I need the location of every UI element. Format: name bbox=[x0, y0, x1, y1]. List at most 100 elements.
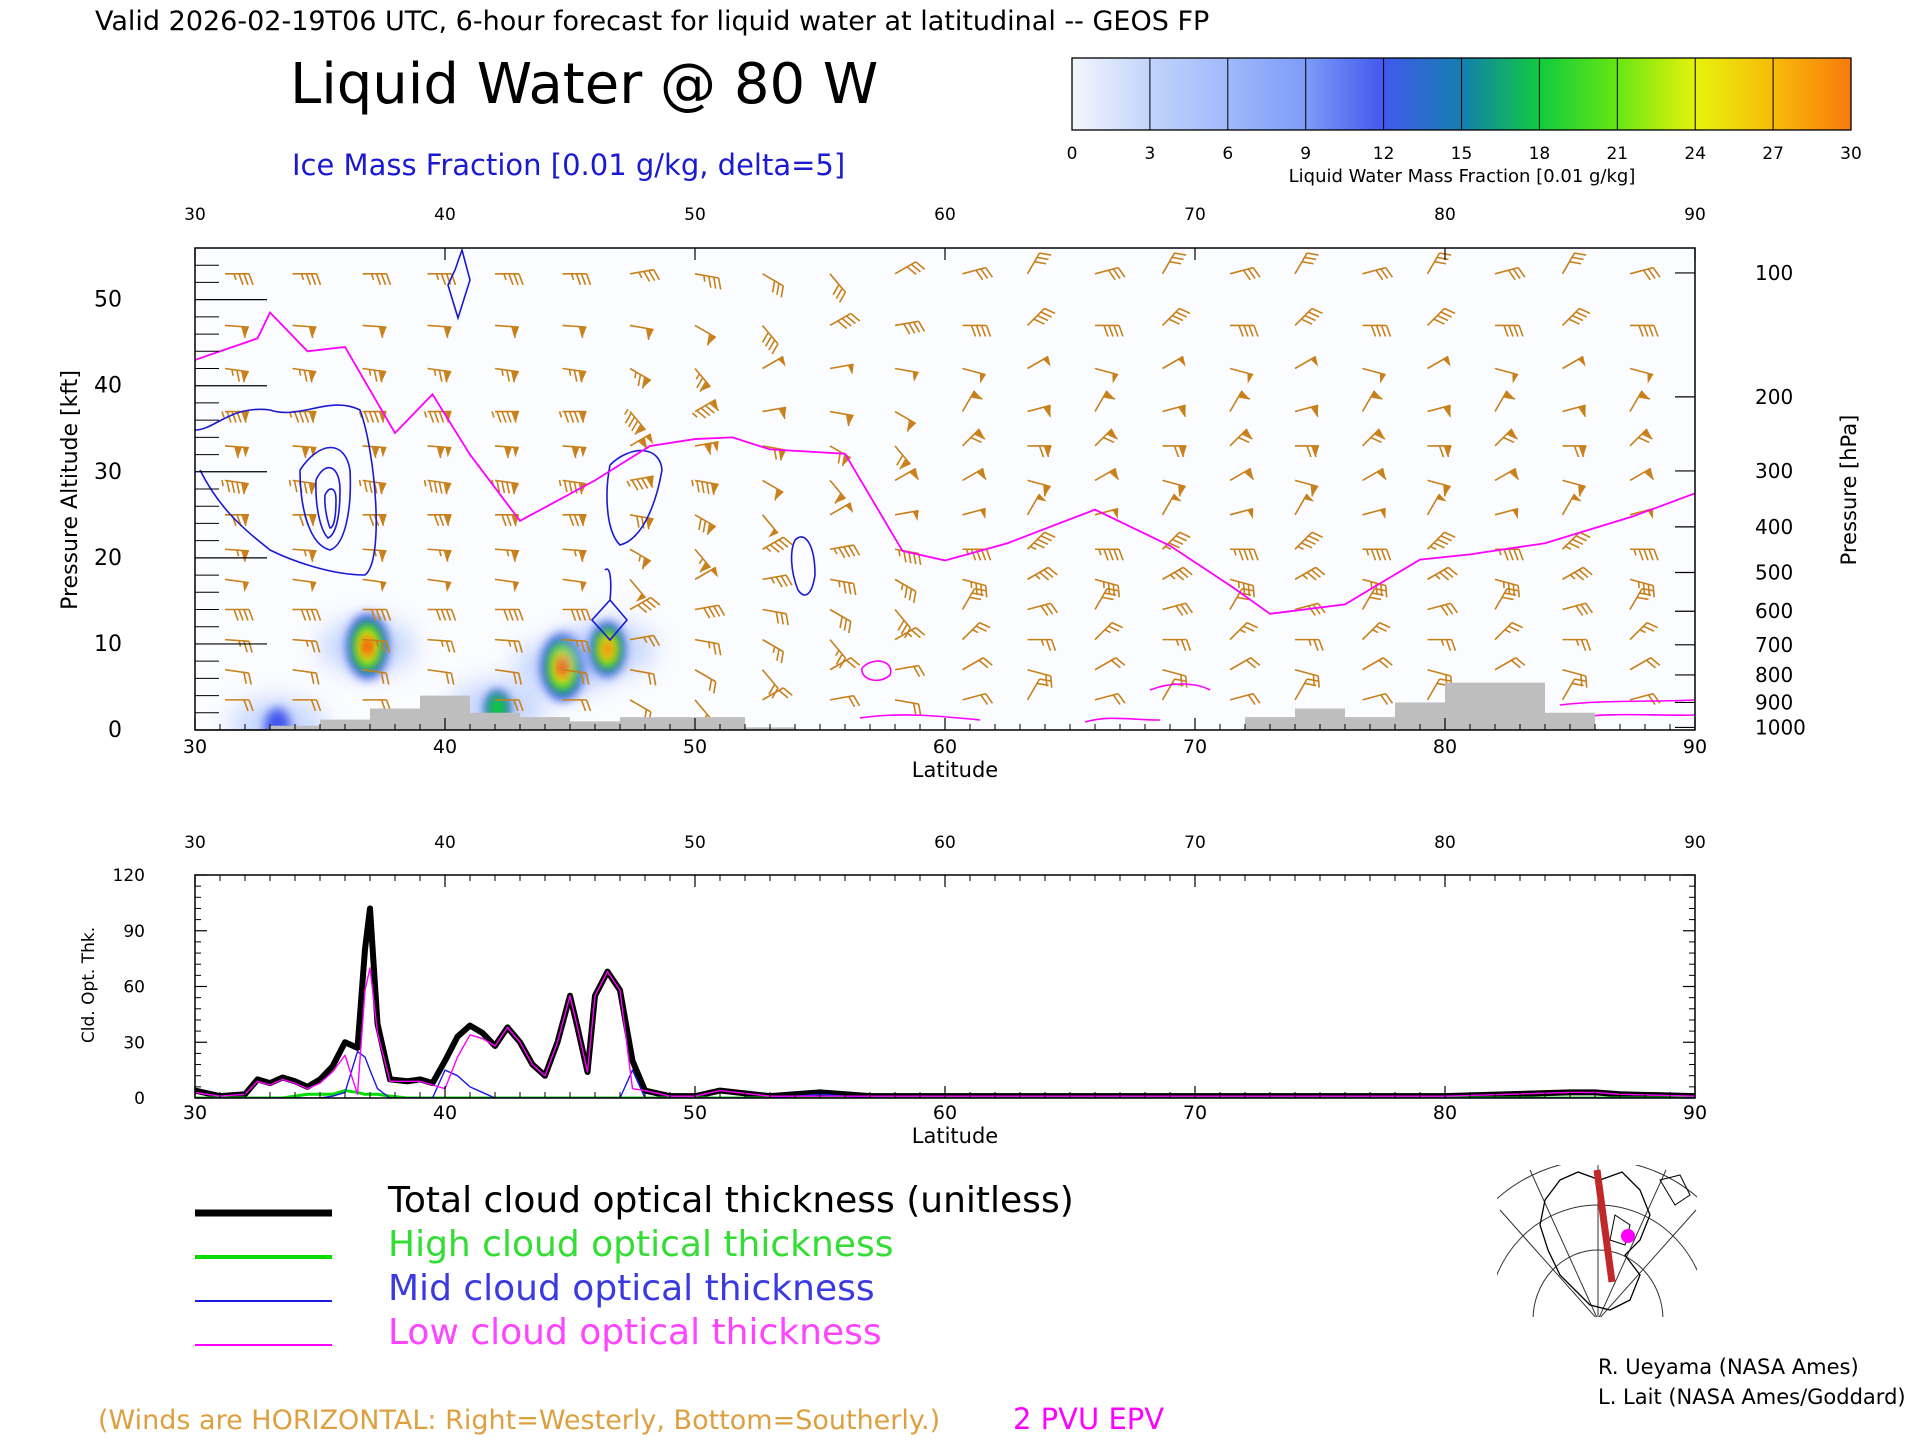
wind-barb bbox=[423, 410, 452, 423]
epv-contour bbox=[859, 714, 981, 721]
epv-contour bbox=[1084, 717, 1161, 723]
x-tick-label-top: 50 bbox=[684, 205, 706, 225]
wind-barb bbox=[1229, 467, 1255, 482]
x-tick-label-top: 80 bbox=[1434, 833, 1456, 853]
wind-barb bbox=[1095, 324, 1124, 337]
y-tick-label: 10 bbox=[94, 632, 122, 657]
x-tick-label: 80 bbox=[1433, 1102, 1457, 1124]
wind-barb bbox=[1427, 638, 1457, 651]
wind-barb bbox=[224, 324, 249, 339]
y-axis-label: Cld. Opt. Thk. bbox=[79, 927, 99, 1043]
legend-label-low: Low cloud optical thickness bbox=[388, 1312, 882, 1353]
wind-barb bbox=[1495, 324, 1524, 337]
wind-barb bbox=[829, 312, 861, 330]
wind-barb bbox=[1094, 428, 1118, 447]
wind-barb bbox=[562, 367, 587, 383]
wind-barb bbox=[829, 410, 854, 427]
wind-barb bbox=[1426, 493, 1447, 516]
x-axis-label: Latitude bbox=[912, 758, 998, 782]
wind-barb bbox=[562, 273, 592, 286]
x-tick-label-top: 60 bbox=[934, 833, 956, 853]
wind-barb bbox=[562, 324, 587, 339]
x-tick-label-top: 40 bbox=[434, 833, 456, 853]
optical-thickness-frame bbox=[194, 874, 1696, 1099]
wind-barb bbox=[829, 479, 847, 504]
wind-barb bbox=[562, 445, 587, 459]
x-tick-label-top: 90 bbox=[1684, 205, 1706, 225]
valid-line: Valid 2026-02-19T06 UTC, 6-hour forecast… bbox=[95, 6, 1209, 37]
wind-barb bbox=[362, 445, 387, 459]
pressure-tick-label: 500 bbox=[1755, 560, 1793, 584]
x-tick-label-top: 90 bbox=[1684, 833, 1706, 853]
ice-contour bbox=[324, 488, 337, 529]
wind-barb bbox=[894, 626, 926, 641]
wind-barb bbox=[427, 273, 457, 286]
wind-barb bbox=[221, 479, 249, 495]
ice-contour bbox=[315, 466, 341, 539]
wind-barb bbox=[1427, 602, 1459, 616]
wind-barb bbox=[1229, 428, 1253, 447]
pressure-tick-label: 400 bbox=[1755, 515, 1793, 539]
legend: Total cloud optical thickness (unitless)… bbox=[195, 1180, 1074, 1353]
wind-barb bbox=[1494, 657, 1526, 671]
wind-barb bbox=[691, 398, 720, 419]
x-tick-label: 90 bbox=[1683, 736, 1707, 758]
x-tick-label: 90 bbox=[1683, 1102, 1707, 1124]
colorbar-tick-label: 15 bbox=[1451, 144, 1473, 164]
wind-barb bbox=[362, 668, 390, 685]
colorbar-segment bbox=[1773, 58, 1852, 130]
wind-barb bbox=[1294, 531, 1323, 550]
epv-contour bbox=[1559, 699, 1695, 706]
wind-barb bbox=[829, 363, 854, 375]
wind-barb bbox=[494, 445, 519, 459]
wind-barb bbox=[1162, 566, 1193, 581]
wind-barb bbox=[1427, 566, 1458, 581]
wind-barb bbox=[629, 596, 661, 614]
y-tick-label: 30 bbox=[94, 460, 122, 485]
wind-barb bbox=[894, 509, 919, 522]
wind-barb bbox=[562, 638, 591, 653]
wind-barb bbox=[762, 273, 785, 298]
series-line-low bbox=[195, 967, 1695, 1097]
wind-barb bbox=[224, 445, 249, 459]
wind-barb bbox=[1562, 404, 1587, 418]
colorbar-segment bbox=[1617, 58, 1696, 130]
wind-barb bbox=[1494, 507, 1519, 520]
x-tick-label: 60 bbox=[933, 736, 957, 758]
wind-barb bbox=[894, 320, 926, 335]
wind-barb bbox=[1294, 493, 1315, 516]
colorbar-tick-label: 3 bbox=[1144, 144, 1155, 164]
wind-barb bbox=[1027, 404, 1052, 418]
colorbar-segment bbox=[1461, 58, 1540, 130]
x-tick-label-top: 30 bbox=[184, 833, 206, 853]
wind-barb bbox=[562, 548, 587, 562]
wind-barb bbox=[1027, 479, 1051, 497]
wind-barb bbox=[962, 692, 994, 706]
wind-barb bbox=[1294, 566, 1326, 581]
colorbar-tick-label: 6 bbox=[1222, 144, 1233, 164]
wind-barb bbox=[495, 699, 524, 712]
wind-barb bbox=[829, 273, 847, 303]
colorbar-tick-label: 30 bbox=[1840, 144, 1862, 164]
wind-barb bbox=[362, 367, 387, 383]
wind-barb bbox=[1230, 324, 1259, 337]
wind-barb bbox=[1161, 493, 1182, 516]
x-tick-label: 30 bbox=[183, 1102, 207, 1124]
wind-barb bbox=[1229, 367, 1254, 384]
wind-barb bbox=[762, 574, 793, 588]
colorbar-tick-label: 27 bbox=[1762, 144, 1784, 164]
wind-barb bbox=[1295, 638, 1324, 651]
wind-barb bbox=[762, 406, 787, 420]
wind-barb bbox=[1362, 692, 1394, 706]
wind-barb bbox=[1629, 467, 1655, 482]
wind-barb bbox=[894, 410, 917, 432]
right-y-axis-label: Pressure [hPa] bbox=[1837, 415, 1861, 566]
wind-barb bbox=[961, 390, 983, 412]
epv-2pvu-line bbox=[195, 311, 1695, 615]
x-axis-label: Latitude bbox=[912, 1124, 998, 1148]
pressure-tick-label: 200 bbox=[1755, 385, 1793, 409]
wind-barb bbox=[629, 548, 652, 570]
x-tick-label-top: 40 bbox=[434, 205, 456, 225]
wind-barb bbox=[962, 657, 993, 671]
winds-note: (Winds are HORIZONTAL: Right=Westerly, B… bbox=[98, 1405, 940, 1436]
